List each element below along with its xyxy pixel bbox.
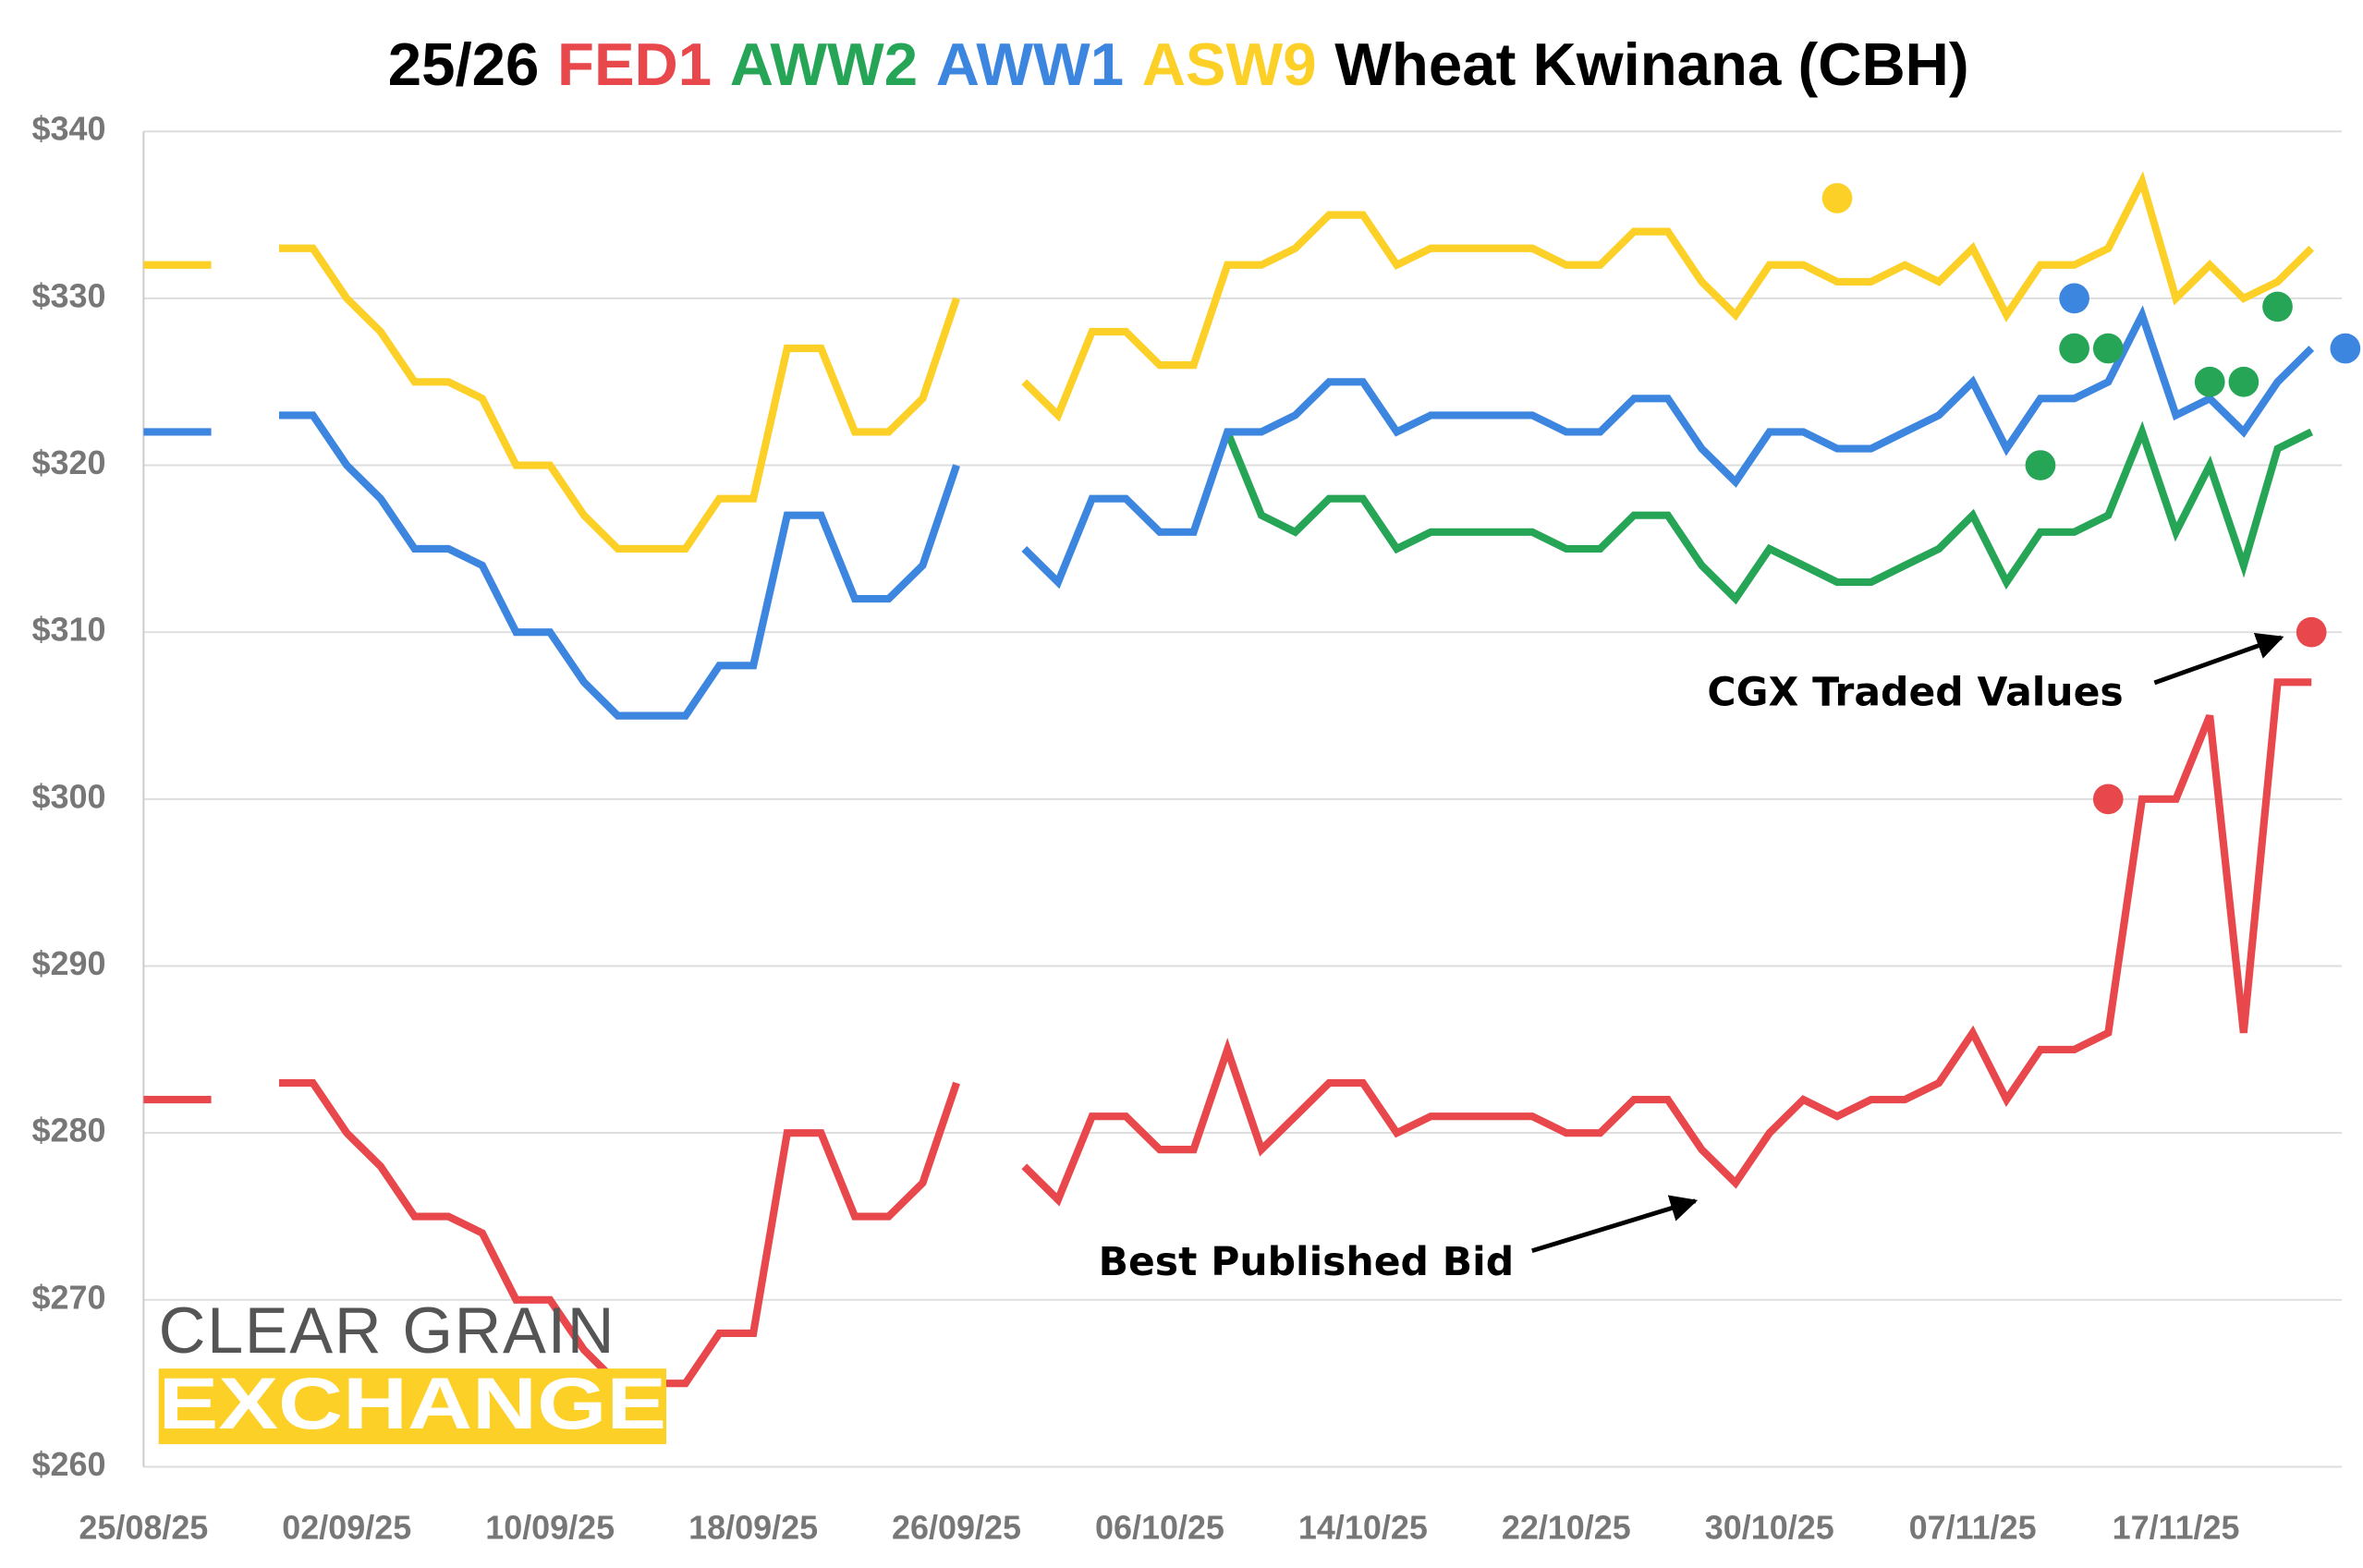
series-line [1224,420,2314,605]
y-tick-label: $300 [31,777,105,815]
title-part: Wheat Kwinana (CBH) [1334,30,1968,98]
x-tick-label: 06/10/25 [1095,1509,1224,1547]
traded-dot [2092,333,2124,364]
traded-dot [2296,616,2327,648]
arrow [2153,632,2284,686]
title-part: 25/26 [388,30,540,98]
y-tick-label: $270 [31,1278,105,1316]
annotation: Best Published Bid [1099,1240,1515,1285]
series-line [143,171,2315,553]
x-tick-label: 10/09/25 [485,1509,615,1547]
x-tick-label: 22/10/25 [1502,1509,1631,1547]
y-tick-label: $290 [31,944,105,982]
y-tick-label: $320 [31,444,105,481]
traded-dot [2194,366,2225,397]
title-part: AWW1 [936,30,1124,98]
logo-band [158,1368,667,1444]
annotation: CGX Traded Values [1707,671,2123,716]
traded-dot [2228,366,2259,397]
x-tick-label: 30/10/25 [1705,1509,1834,1547]
traded-dot [2092,784,2124,815]
x-tick-label: 26/09/25 [892,1509,1021,1547]
x-tick-label: 25/08/25 [79,1509,208,1547]
logo-text: CLEAR GRAIN [159,1294,615,1367]
title-part: FED1 [557,30,712,98]
series-line [143,305,2315,720]
x-tick-label: 18/09/25 [688,1509,818,1547]
x-tick-label: 14/10/25 [1298,1509,1428,1547]
traded-dot [2025,450,2056,480]
traded-dot [2330,333,2361,364]
traded-dot [2059,333,2089,364]
y-tick-label: $330 [31,276,105,314]
traded-dot [2059,283,2089,314]
title-part: AWW2 [730,30,918,98]
x-tick-label: 17/11/25 [2113,1509,2240,1547]
y-tick-label: $260 [31,1445,105,1483]
arrow [1531,1195,1699,1254]
chart-title: 25/26 FED1 AWW2 AWW1 ASW9 Wheat Kwinana (CBH) [388,30,1969,98]
traded-dot [1821,183,1853,213]
title-part: ASW9 [1142,30,1317,98]
x-tick-label: 07/11/25 [1909,1509,2037,1547]
y-tick-label: $280 [31,1112,105,1149]
logo-text: EXCHANGE [159,1363,666,1444]
traded-dot [2262,291,2293,322]
plot: $260 $270 $280 $290 $300 $310 $320 $330 $340 25/0… [31,110,2361,1547]
y-tick-label: $340 [31,110,105,148]
logo: CLEAR GRAIN EXCHANGE [158,1294,667,1444]
y-tick-label: $310 [31,611,105,649]
x-tick-label: 02/09/25 [282,1509,411,1547]
